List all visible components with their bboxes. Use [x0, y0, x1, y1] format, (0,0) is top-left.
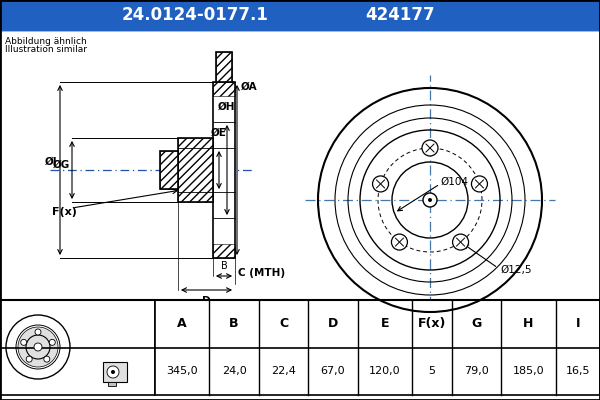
- Text: D: D: [202, 296, 211, 306]
- Text: I: I: [575, 317, 580, 330]
- Bar: [160, 151, 178, 189]
- Bar: [103, 362, 127, 382]
- Bar: [0, 0, 600, 30]
- Text: B: B: [229, 317, 239, 330]
- Bar: [178, 138, 213, 202]
- Bar: [108, 382, 116, 386]
- Text: E: E: [380, 317, 389, 330]
- Bar: [213, 82, 235, 96]
- Bar: [160, 151, 178, 189]
- Circle shape: [34, 343, 42, 351]
- Text: G: G: [471, 317, 482, 330]
- Bar: [216, 52, 232, 82]
- Circle shape: [373, 176, 389, 192]
- Text: Ø12,5: Ø12,5: [500, 265, 532, 275]
- Circle shape: [18, 327, 58, 367]
- Text: C (MTH): C (MTH): [238, 268, 285, 278]
- Bar: [178, 138, 213, 202]
- Text: 24,0: 24,0: [222, 366, 247, 376]
- Circle shape: [107, 366, 119, 378]
- Text: F(x): F(x): [418, 317, 446, 330]
- Text: A: A: [178, 317, 187, 330]
- Circle shape: [49, 339, 55, 345]
- Circle shape: [26, 356, 32, 362]
- Text: F(x): F(x): [52, 207, 77, 217]
- Text: C: C: [279, 317, 288, 330]
- Text: Illustration similar: Illustration similar: [5, 45, 87, 54]
- Text: ØA: ØA: [241, 82, 257, 92]
- Text: ØH: ØH: [218, 102, 236, 112]
- Circle shape: [111, 370, 115, 374]
- Text: 5: 5: [428, 366, 436, 376]
- Bar: [0, 300, 155, 395]
- Text: ØE: ØE: [211, 128, 227, 138]
- Circle shape: [472, 176, 487, 192]
- Text: 79,0: 79,0: [464, 366, 489, 376]
- Circle shape: [35, 329, 41, 335]
- Circle shape: [44, 356, 50, 362]
- Bar: [213, 244, 235, 258]
- Text: 185,0: 185,0: [512, 366, 544, 376]
- Text: H: H: [523, 317, 533, 330]
- Bar: [216, 52, 232, 82]
- Circle shape: [21, 339, 27, 345]
- Text: B: B: [221, 261, 227, 271]
- Text: 120,0: 120,0: [369, 366, 401, 376]
- Text: Ø104: Ø104: [440, 177, 468, 187]
- Text: 424177: 424177: [365, 6, 435, 24]
- Circle shape: [313, 83, 547, 317]
- Circle shape: [422, 140, 438, 156]
- Text: 16,5: 16,5: [566, 366, 590, 376]
- Text: 67,0: 67,0: [320, 366, 346, 376]
- Bar: [155, 300, 600, 395]
- Text: ØG: ØG: [53, 160, 70, 170]
- Bar: [213, 82, 235, 258]
- Circle shape: [428, 198, 432, 202]
- Text: 22,4: 22,4: [271, 366, 296, 376]
- Text: 345,0: 345,0: [166, 366, 198, 376]
- Circle shape: [452, 234, 469, 250]
- Text: D: D: [328, 317, 338, 330]
- Text: ØI: ØI: [44, 157, 57, 167]
- Text: Abbildung ähnlich: Abbildung ähnlich: [5, 37, 87, 46]
- Circle shape: [391, 234, 407, 250]
- Circle shape: [423, 193, 437, 207]
- Text: 24.0124-0177.1: 24.0124-0177.1: [122, 6, 268, 24]
